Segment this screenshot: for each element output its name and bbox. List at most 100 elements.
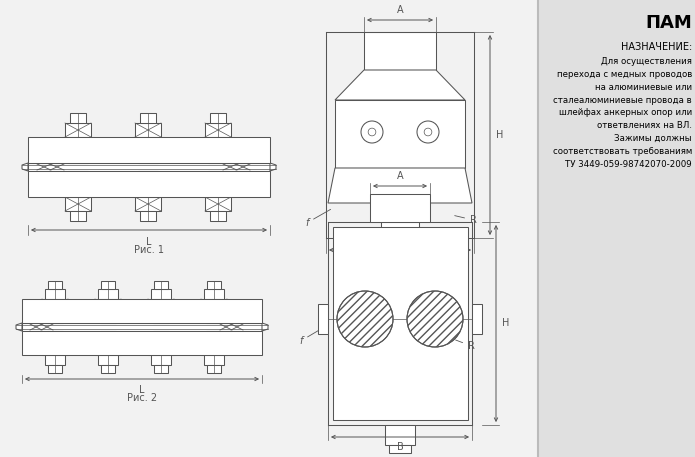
Bar [151,289,171,299]
Bar [48,365,62,373]
Circle shape [337,291,393,347]
Bar [132,181,164,197]
Bar [28,137,270,163]
Bar [208,153,228,163]
Bar [154,365,168,373]
Bar [153,331,169,341]
Text: Рис. 2: Рис. 2 [127,393,157,403]
Bar [98,355,118,365]
Circle shape [417,121,439,143]
Text: B: B [397,255,403,265]
Bar [132,137,164,153]
Bar [100,331,116,341]
Text: H: H [502,319,509,329]
Bar [335,100,465,168]
Bar [70,113,86,123]
Bar [385,425,415,445]
Bar [206,331,222,341]
Bar [208,171,228,181]
Bar [95,299,121,313]
Bar [202,181,234,197]
Bar [70,211,86,221]
Circle shape [407,291,463,347]
Bar [45,355,65,365]
Bar [42,341,68,355]
Bar [538,0,695,457]
Bar [205,123,231,137]
Bar [98,289,118,299]
Text: R: R [455,215,477,225]
Bar [381,203,419,228]
Bar [210,113,226,123]
Text: Рис. 1: Рис. 1 [134,245,164,255]
Bar [472,304,482,334]
Bar [45,289,65,299]
Bar [318,304,328,334]
Circle shape [368,128,376,136]
Polygon shape [16,323,22,331]
Bar [62,137,94,153]
Bar [68,153,88,163]
Bar [148,299,174,313]
Bar [62,181,94,197]
Bar [28,171,270,197]
Polygon shape [22,163,28,171]
Bar [140,211,156,221]
Bar [151,355,171,365]
Bar [101,281,115,289]
Bar [201,299,227,313]
Polygon shape [270,163,276,171]
Text: L: L [146,237,152,247]
Bar [22,299,262,323]
Bar [135,197,161,211]
Bar [204,289,224,299]
Text: R: R [456,340,475,351]
Bar [389,445,411,453]
Text: A: A [397,171,403,181]
Bar [204,355,224,365]
Circle shape [361,121,383,143]
Text: f: f [305,209,331,228]
Bar [370,194,430,222]
Bar [65,123,91,137]
Bar [47,331,63,341]
Polygon shape [262,323,268,331]
Bar [47,313,63,323]
Bar [205,197,231,211]
Bar [153,313,169,323]
Text: L: L [139,385,145,395]
Bar [28,163,270,171]
Bar [154,281,168,289]
Bar [206,313,222,323]
Text: Для осуществления
перехода с медных проводов
на алюминиевые или
сталеалюминиевые: Для осуществления перехода с медных пров… [553,57,692,169]
Bar [138,153,158,163]
Text: H: H [496,130,503,140]
Bar [364,32,436,70]
Bar [100,313,116,323]
Bar [386,228,414,238]
Bar [201,341,227,355]
Polygon shape [335,70,465,100]
Bar [140,113,156,123]
Bar [207,365,221,373]
Text: НАЗНАЧЕНИЕ:: НАЗНАЧЕНИЕ: [621,42,692,52]
Bar [22,331,262,355]
Bar [148,341,174,355]
Bar [48,281,62,289]
Bar [101,365,115,373]
Text: f: f [299,330,318,346]
Bar [210,211,226,221]
Bar [65,197,91,211]
Polygon shape [328,168,472,203]
Bar [333,227,468,420]
Text: ПАМ: ПАМ [645,14,692,32]
Bar [135,123,161,137]
Bar [22,323,262,331]
Bar [42,299,68,313]
Text: A: A [397,5,403,15]
Text: B: B [397,442,403,452]
Bar [207,281,221,289]
Circle shape [424,128,432,136]
Bar [138,171,158,181]
Bar [202,137,234,153]
